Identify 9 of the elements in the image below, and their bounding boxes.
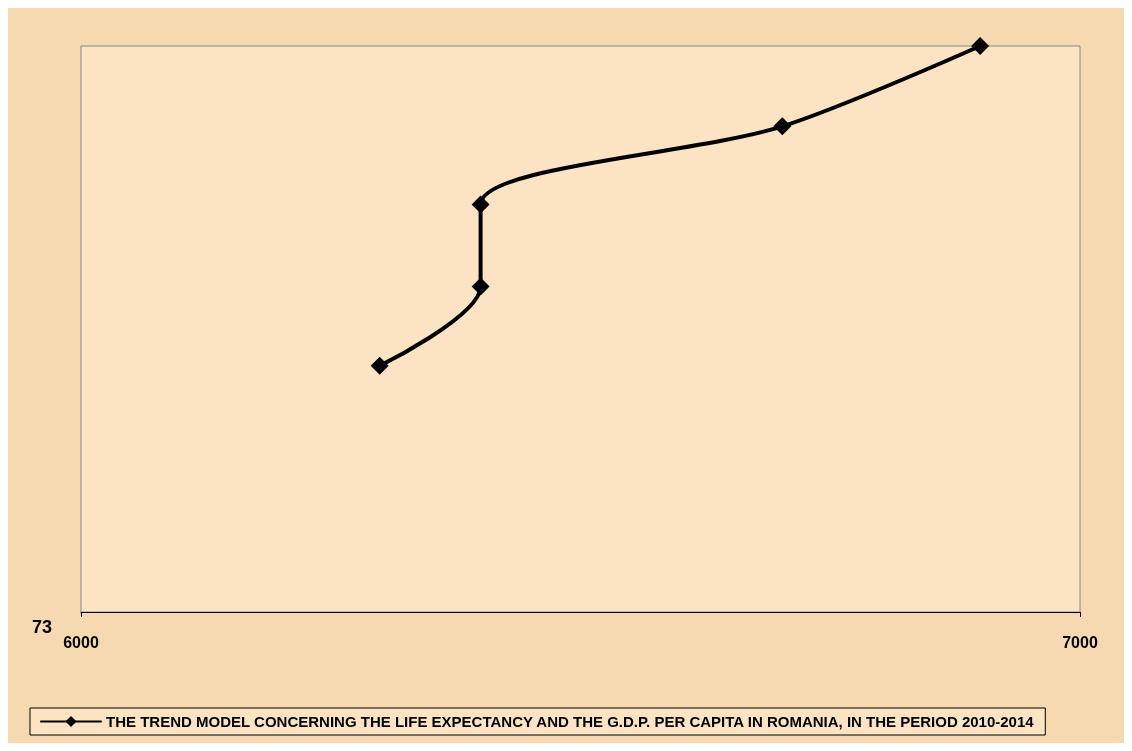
x-tick-label: 6000 bbox=[63, 633, 99, 651]
x-tick-label: 7000 bbox=[1062, 633, 1098, 651]
point bbox=[471, 277, 490, 296]
point bbox=[471, 195, 490, 214]
point bbox=[971, 37, 990, 55]
legend-label: THE TREND MODEL CONCERNING THE LIFE EXPECTANCY AND THE G.D.P. PER CAPITA IN ROMANIA, IN THE PERIOD 2010-2014 bbox=[106, 713, 1035, 730]
text: 73 bbox=[32, 617, 53, 637]
point bbox=[773, 117, 792, 136]
point bbox=[370, 356, 389, 375]
